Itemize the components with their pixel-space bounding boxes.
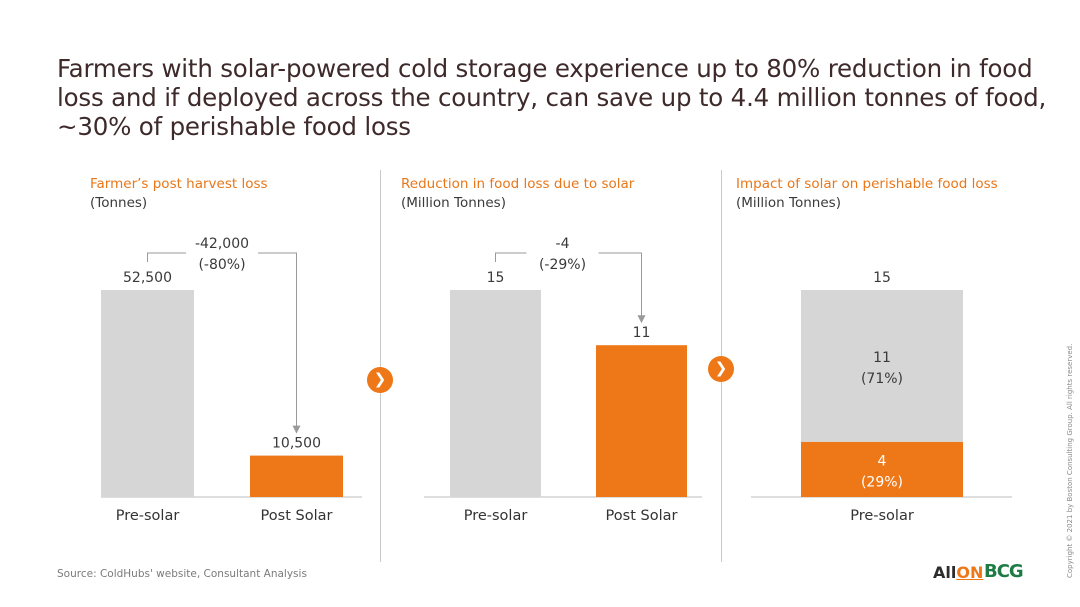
stacked-bar-segment	[801, 441, 963, 497]
copyright-note: Copyright © 2021 by Boston Consulting Gr…	[1066, 343, 1074, 578]
data-label: 15	[487, 270, 505, 286]
change-value-label: -4	[556, 236, 570, 252]
bcg-logo: BCG	[984, 561, 1024, 582]
change-pct-label: (-80%)	[198, 257, 245, 273]
data-label: 11	[633, 325, 651, 341]
source-note: Source: ColdHubs' website, Consultant An…	[57, 568, 307, 580]
change-bracket-right	[598, 252, 642, 318]
x-tick-label: Pre-solar	[116, 508, 180, 524]
allon-logo: AllON	[933, 563, 984, 582]
change-bracket-right	[258, 252, 297, 428]
stacked-bar-segment	[801, 290, 963, 442]
data-label: 10,500	[272, 436, 321, 452]
bar-post-solar	[596, 345, 687, 497]
panel-divider	[380, 170, 381, 562]
total-label: 15	[873, 270, 891, 286]
arrow-down-icon	[292, 425, 301, 434]
x-tick-label: Pre-solar	[464, 508, 528, 524]
segment-pct-label: (29%)	[861, 474, 903, 490]
change-value-label: -42,000	[195, 236, 249, 252]
change-bracket-left	[495, 252, 527, 262]
change-pct-label: (-29%)	[539, 257, 586, 273]
segment-value-label: 4	[878, 453, 887, 469]
bar-pre-solar	[450, 290, 541, 497]
panel-2-title: Reduction in food loss due to solar	[401, 176, 635, 192]
change-bracket-left	[147, 252, 186, 262]
x-tick-label: Pre-solar	[850, 508, 914, 524]
panel-3-title: Impact of solar on perishable food loss	[736, 176, 998, 192]
arrow-down-icon	[637, 315, 646, 324]
panel-2-unit: (Million Tonnes)	[401, 195, 506, 211]
bar-post-solar	[250, 455, 343, 497]
data-label: 52,500	[123, 270, 172, 286]
panel-3-unit: (Million Tonnes)	[736, 195, 841, 211]
page-title: Farmers with solar-powered cold storage …	[57, 54, 1047, 141]
chevron-right-icon: ❯	[367, 367, 393, 393]
panel-1-title: Farmer’s post harvest loss	[90, 176, 268, 192]
chevron-right-icon: ❯	[708, 356, 734, 382]
panel-1-unit: (Tonnes)	[90, 195, 148, 211]
segment-value-label: 11	[873, 350, 891, 366]
x-tick-label: Post Solar	[261, 508, 333, 524]
segment-pct-label: (71%)	[861, 371, 903, 387]
x-tick-label: Post Solar	[606, 508, 678, 524]
bar-pre-solar	[101, 290, 194, 497]
